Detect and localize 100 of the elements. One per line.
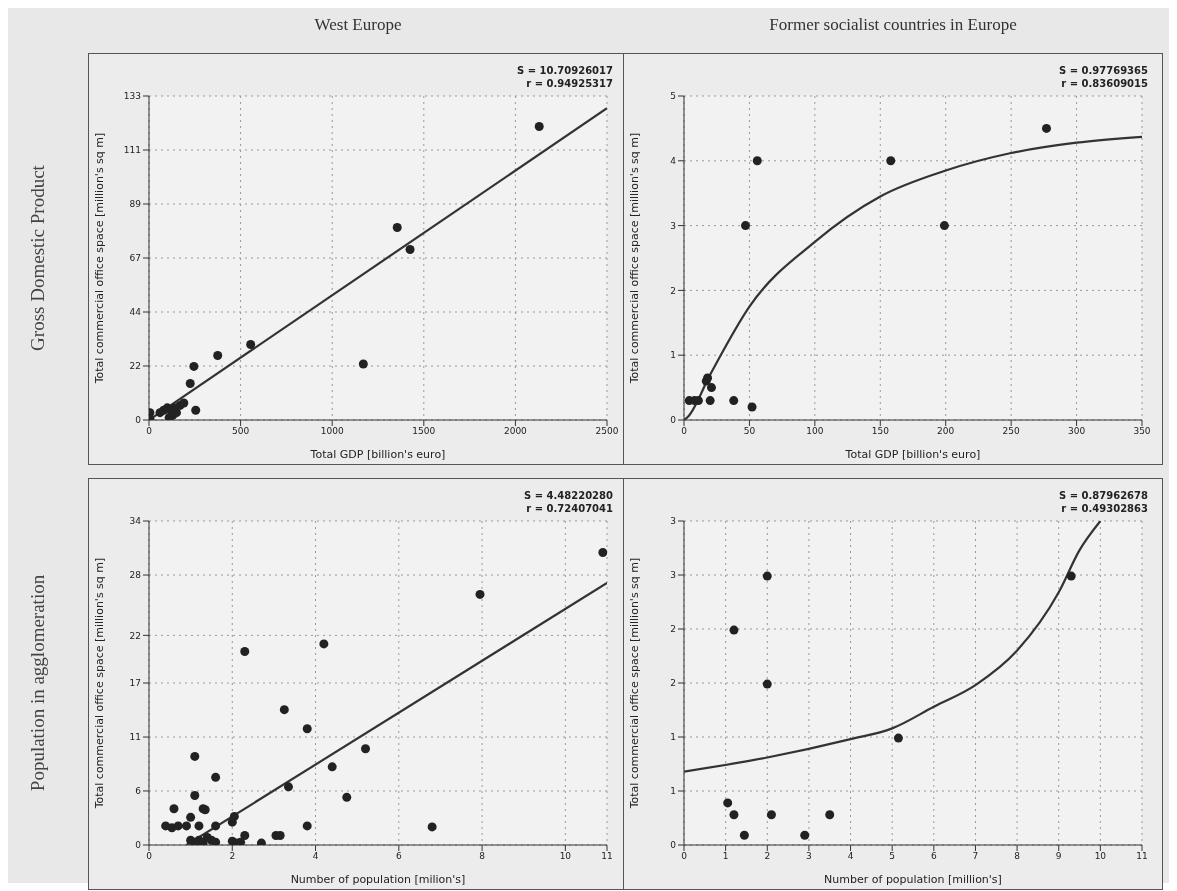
x-tick-label: 1 (722, 851, 729, 862)
y-tick-label: 22 (129, 630, 141, 641)
y-tick-label: 11 (129, 732, 141, 743)
point (236, 837, 246, 845)
point (723, 798, 733, 808)
point (256, 838, 266, 845)
x-tick-label: 8 (479, 851, 486, 862)
point (739, 830, 749, 840)
point (1041, 123, 1051, 133)
point (405, 244, 415, 254)
x-tick-label: 200 (937, 426, 955, 437)
y-tick-label: 2 (670, 678, 676, 689)
point (186, 812, 196, 822)
point (1066, 571, 1076, 581)
x-tick-label: 0 (146, 426, 153, 437)
chart-title: Former socialist countries in Europe (768, 15, 1018, 35)
point (169, 804, 179, 814)
x-tick-label: 4 (847, 851, 854, 862)
y-axis-title: Total commercial office space [million's sq m] (627, 557, 641, 810)
y-tick-label: 1 (670, 732, 676, 743)
point (211, 837, 221, 845)
y-tick-label: 0 (135, 840, 142, 851)
y-tick-label: 0 (670, 415, 677, 426)
point (181, 821, 191, 831)
point (392, 223, 402, 233)
point (762, 571, 772, 581)
y-tick-label: 2 (670, 624, 676, 635)
x-tick-label: 8 (1014, 851, 1021, 862)
point (729, 396, 739, 406)
point (886, 156, 896, 166)
x-tick-label: 300 (1067, 426, 1086, 437)
x-tick-label: 250 (1002, 426, 1020, 437)
x-tick-label: 0 (681, 426, 688, 437)
y-tick-label: 4 (670, 155, 677, 166)
text: r = 0.72407041 (525, 502, 613, 515)
point (475, 589, 485, 599)
y-tick-label: 3 (670, 516, 676, 527)
y-tick-label: 34 (129, 516, 142, 527)
point (342, 792, 352, 802)
x-tick-label: 1000 (320, 426, 344, 437)
text: S = 4.48220280 (524, 489, 613, 502)
point (279, 705, 289, 715)
x-axis-title: Total GDP [billion's euro] (309, 448, 446, 461)
point (211, 772, 221, 782)
point (173, 821, 183, 831)
text: Gross Domestic Product (27, 164, 49, 353)
point (189, 361, 199, 371)
point (893, 733, 903, 743)
point (246, 339, 256, 349)
x-tick-label: 2 (764, 851, 771, 862)
x-tick-label: 350 (1133, 426, 1151, 437)
point (534, 121, 544, 131)
point (190, 751, 200, 761)
point (427, 822, 437, 832)
y-axis-title: Total commercial office space [million's sq m] (627, 132, 641, 385)
point (302, 821, 312, 831)
point (800, 830, 810, 840)
point (229, 811, 239, 821)
x-tick-label: 2 (229, 851, 236, 862)
point (706, 383, 716, 393)
y-tick-label: 3 (670, 570, 676, 581)
x-axis-title: Number of population [milion's] (290, 873, 466, 886)
y-tick-label: 28 (129, 570, 142, 581)
point (194, 821, 204, 831)
y-axis-title: Total commercial office space [million's sq m] (92, 557, 106, 810)
point (361, 744, 371, 754)
point (155, 408, 165, 418)
point (598, 547, 607, 557)
x-tick-label: 11 (1136, 851, 1148, 862)
point (766, 810, 776, 820)
y-tick-label: 111 (123, 145, 141, 156)
point (302, 724, 312, 734)
x-tick-label: 2000 (503, 426, 528, 437)
y-tick-label: 22 (129, 361, 141, 372)
y-tick-label: 133 (123, 91, 141, 102)
point (729, 625, 739, 635)
point (240, 647, 250, 657)
point (185, 378, 195, 388)
point (747, 402, 757, 412)
y-tick-label: 44 (129, 307, 142, 318)
text: S = 0.97769365 (1059, 64, 1148, 77)
x-tick-label: 6 (395, 851, 402, 862)
point (191, 405, 201, 415)
point (358, 359, 368, 369)
point (327, 762, 337, 772)
x-tick-label: 10 (559, 851, 572, 862)
point (190, 790, 200, 800)
text: r = 0.49302863 (1060, 502, 1148, 515)
point (705, 396, 715, 406)
point (752, 156, 762, 166)
x-axis-title: Number of population [million's] (824, 873, 1002, 886)
y-tick-label: 3 (670, 220, 676, 231)
y-tick-label: 17 (129, 678, 141, 689)
x-axis-title: Total GDP [billion's euro] (844, 448, 981, 461)
y-tick-label: 1 (670, 786, 676, 797)
y-tick-label: 6 (135, 786, 142, 797)
x-tick-label: 2500 (595, 426, 619, 437)
y-axis-title: Total commercial office space [million's sq m] (92, 132, 106, 385)
y-tick-label: 0 (135, 415, 142, 426)
x-tick-label: 1500 (412, 426, 436, 437)
